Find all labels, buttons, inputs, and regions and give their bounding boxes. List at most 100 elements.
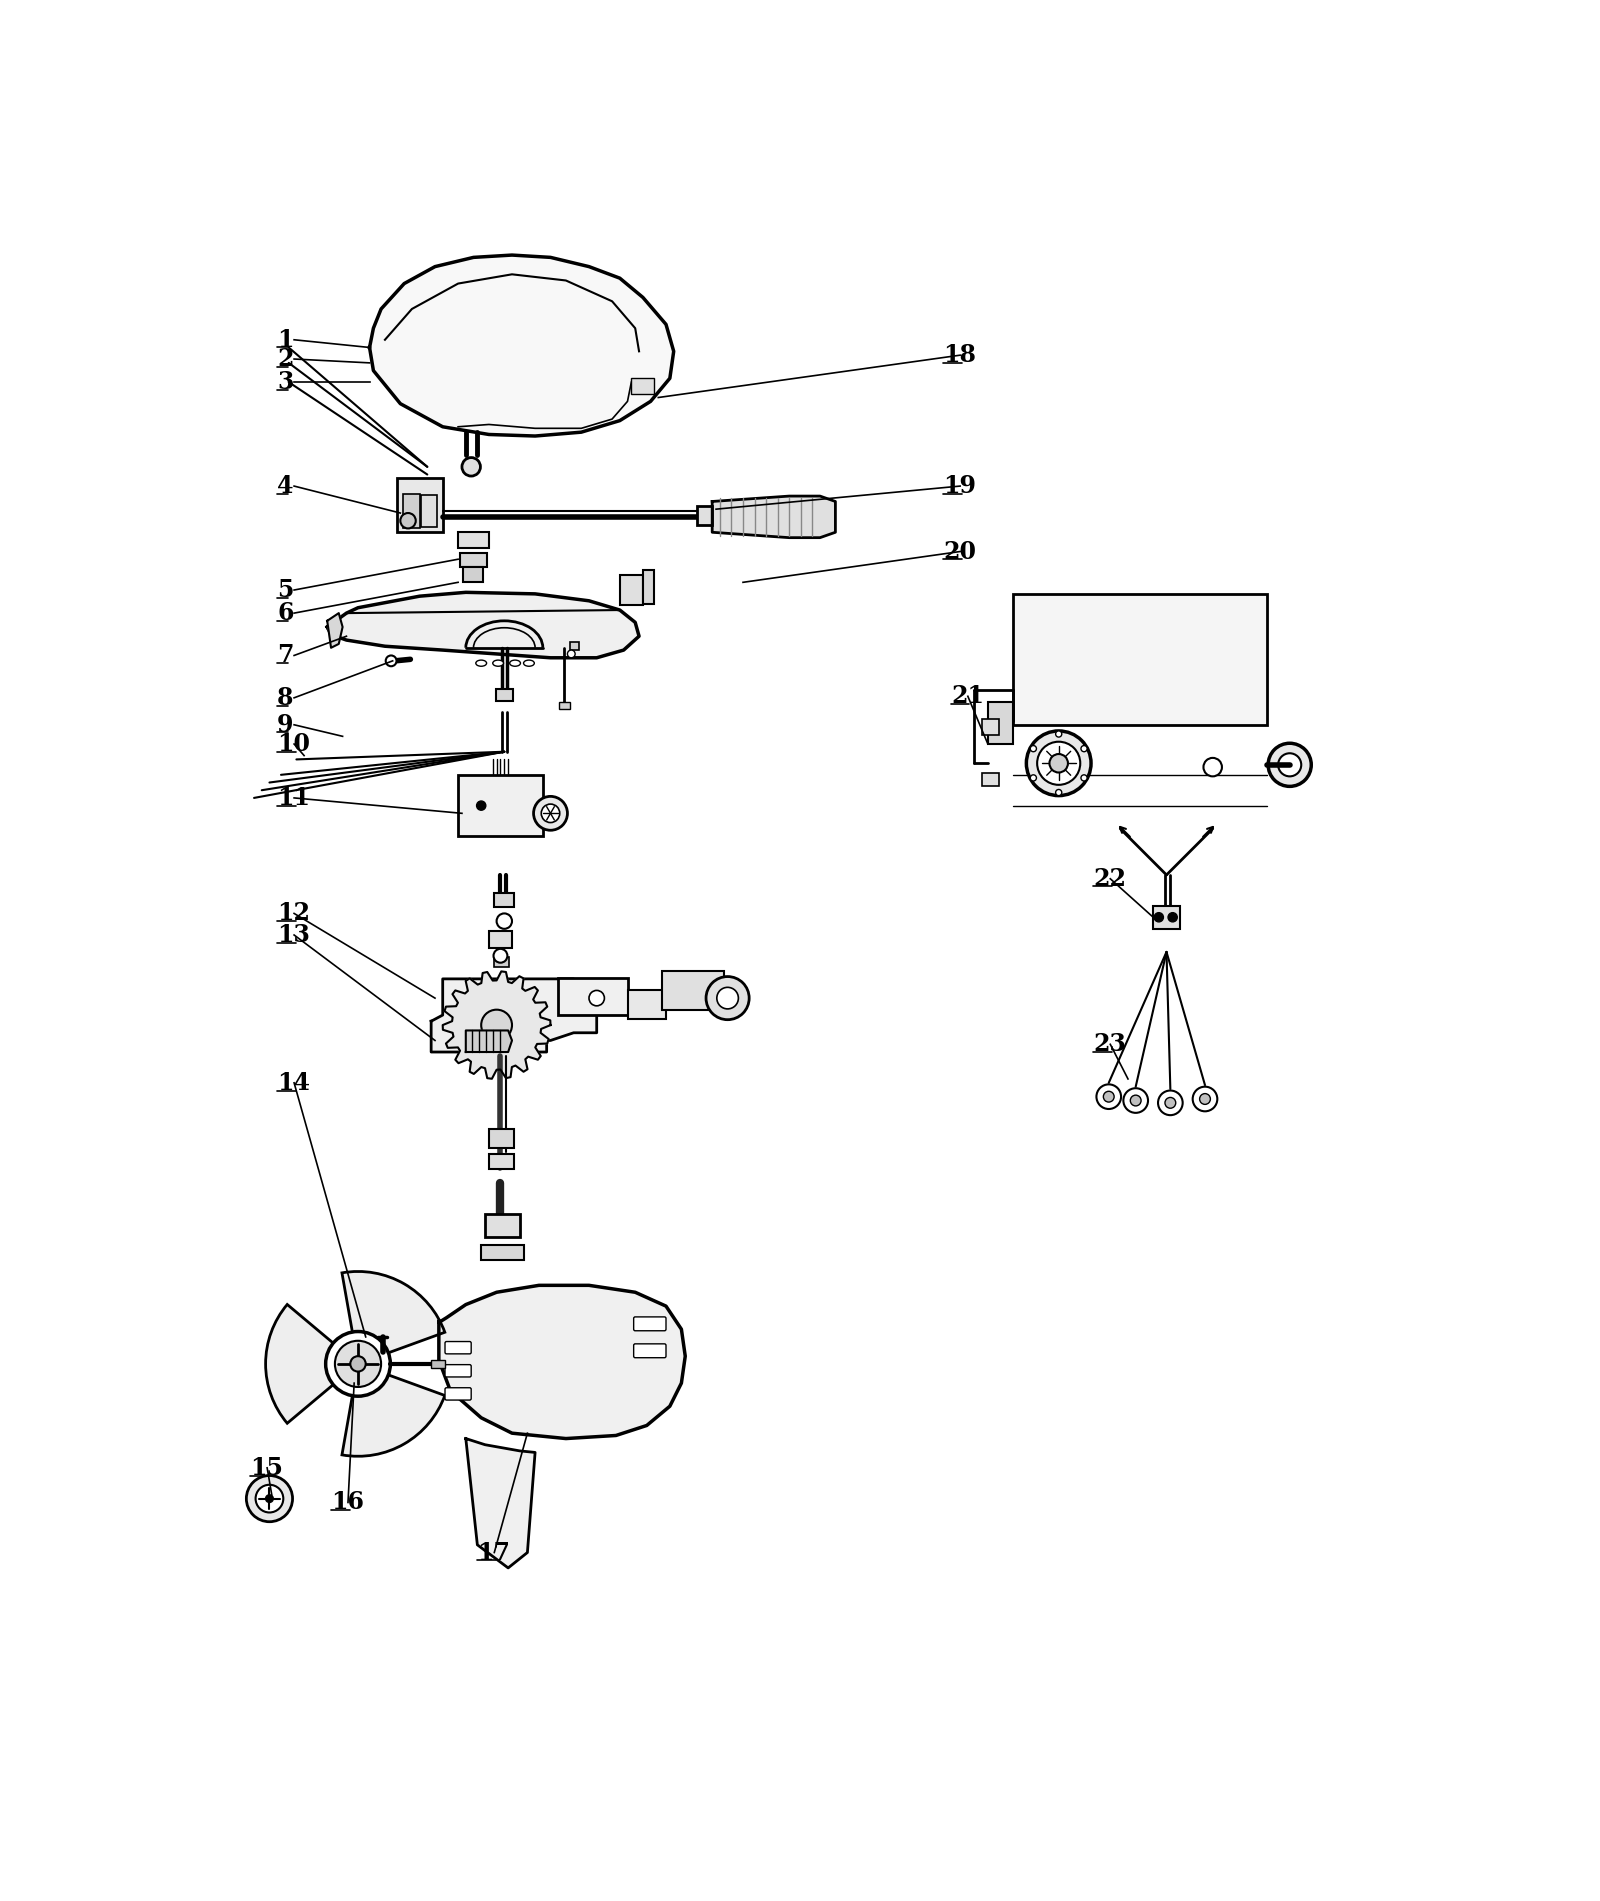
- Bar: [570, 643, 579, 650]
- Wedge shape: [342, 1363, 445, 1456]
- Circle shape: [1082, 745, 1086, 751]
- Text: 20: 20: [944, 540, 976, 563]
- Polygon shape: [466, 1030, 512, 1051]
- Circle shape: [1104, 1091, 1114, 1103]
- Bar: [627, 990, 666, 1019]
- Circle shape: [496, 912, 512, 930]
- Bar: [403, 494, 419, 528]
- Circle shape: [493, 949, 507, 962]
- Wedge shape: [342, 1272, 445, 1363]
- Ellipse shape: [493, 660, 504, 665]
- Bar: [397, 479, 443, 532]
- Bar: [458, 532, 490, 547]
- Circle shape: [1026, 730, 1091, 797]
- Polygon shape: [438, 1285, 685, 1439]
- Circle shape: [1030, 745, 1037, 751]
- Circle shape: [482, 1009, 512, 1040]
- Circle shape: [246, 1475, 293, 1521]
- Circle shape: [1030, 776, 1037, 781]
- Bar: [493, 956, 509, 968]
- Circle shape: [326, 1331, 390, 1395]
- FancyBboxPatch shape: [634, 1317, 666, 1331]
- Circle shape: [1037, 741, 1080, 785]
- Text: 10: 10: [277, 732, 310, 757]
- Bar: [421, 494, 437, 527]
- Text: 18: 18: [944, 344, 976, 367]
- Text: 3: 3: [277, 371, 293, 394]
- Bar: [494, 893, 514, 907]
- Bar: [464, 566, 483, 582]
- Bar: [1152, 905, 1179, 930]
- Bar: [558, 979, 627, 1015]
- Circle shape: [1130, 1095, 1141, 1106]
- Circle shape: [400, 513, 416, 528]
- Text: 14: 14: [277, 1070, 310, 1095]
- Bar: [558, 703, 570, 709]
- Polygon shape: [326, 593, 638, 658]
- Circle shape: [541, 804, 560, 823]
- Text: 16: 16: [331, 1490, 365, 1515]
- Text: 15: 15: [250, 1456, 283, 1479]
- Bar: [490, 1154, 514, 1169]
- Polygon shape: [443, 971, 550, 1078]
- Circle shape: [1269, 743, 1312, 787]
- Bar: [982, 719, 998, 736]
- Circle shape: [1203, 758, 1222, 776]
- Bar: [632, 378, 654, 394]
- Bar: [458, 776, 542, 836]
- Bar: [485, 1213, 520, 1238]
- Circle shape: [334, 1340, 381, 1388]
- Circle shape: [1096, 1084, 1122, 1108]
- Circle shape: [1168, 912, 1178, 922]
- Polygon shape: [326, 614, 342, 648]
- Circle shape: [1056, 730, 1062, 738]
- Text: 12: 12: [277, 901, 310, 926]
- Circle shape: [266, 1494, 274, 1502]
- Bar: [490, 931, 512, 949]
- FancyBboxPatch shape: [634, 1344, 666, 1357]
- Circle shape: [568, 650, 574, 658]
- Bar: [987, 701, 1013, 743]
- Circle shape: [350, 1355, 366, 1371]
- Circle shape: [1123, 1087, 1149, 1112]
- FancyBboxPatch shape: [445, 1388, 470, 1399]
- Bar: [698, 506, 712, 525]
- Circle shape: [1200, 1093, 1210, 1104]
- Circle shape: [477, 800, 486, 810]
- Polygon shape: [430, 979, 597, 1051]
- Text: 5: 5: [277, 578, 293, 603]
- Text: 4: 4: [277, 473, 294, 498]
- Circle shape: [1192, 1087, 1218, 1112]
- Bar: [490, 1129, 514, 1148]
- Polygon shape: [712, 496, 835, 538]
- Circle shape: [1050, 755, 1067, 772]
- Bar: [1013, 593, 1267, 724]
- Circle shape: [589, 990, 605, 1006]
- Bar: [461, 553, 488, 566]
- Circle shape: [1278, 753, 1301, 776]
- Circle shape: [462, 458, 480, 475]
- Ellipse shape: [523, 660, 534, 665]
- FancyBboxPatch shape: [445, 1342, 470, 1354]
- Circle shape: [1154, 912, 1163, 922]
- Bar: [482, 1245, 523, 1260]
- Text: 17: 17: [477, 1540, 510, 1565]
- Bar: [619, 574, 643, 605]
- Circle shape: [256, 1485, 283, 1513]
- Ellipse shape: [475, 660, 486, 665]
- Circle shape: [717, 987, 738, 1009]
- Polygon shape: [370, 255, 674, 435]
- Text: 11: 11: [277, 785, 310, 810]
- Circle shape: [706, 977, 749, 1019]
- Text: 9: 9: [277, 713, 294, 738]
- Text: 7: 7: [277, 643, 294, 667]
- Circle shape: [386, 656, 397, 665]
- Bar: [982, 772, 998, 787]
- Text: 1: 1: [277, 327, 294, 352]
- Bar: [496, 690, 512, 701]
- Circle shape: [1056, 789, 1062, 797]
- Circle shape: [1082, 776, 1086, 781]
- Bar: [430, 1359, 445, 1367]
- FancyBboxPatch shape: [445, 1365, 470, 1376]
- Ellipse shape: [510, 660, 520, 665]
